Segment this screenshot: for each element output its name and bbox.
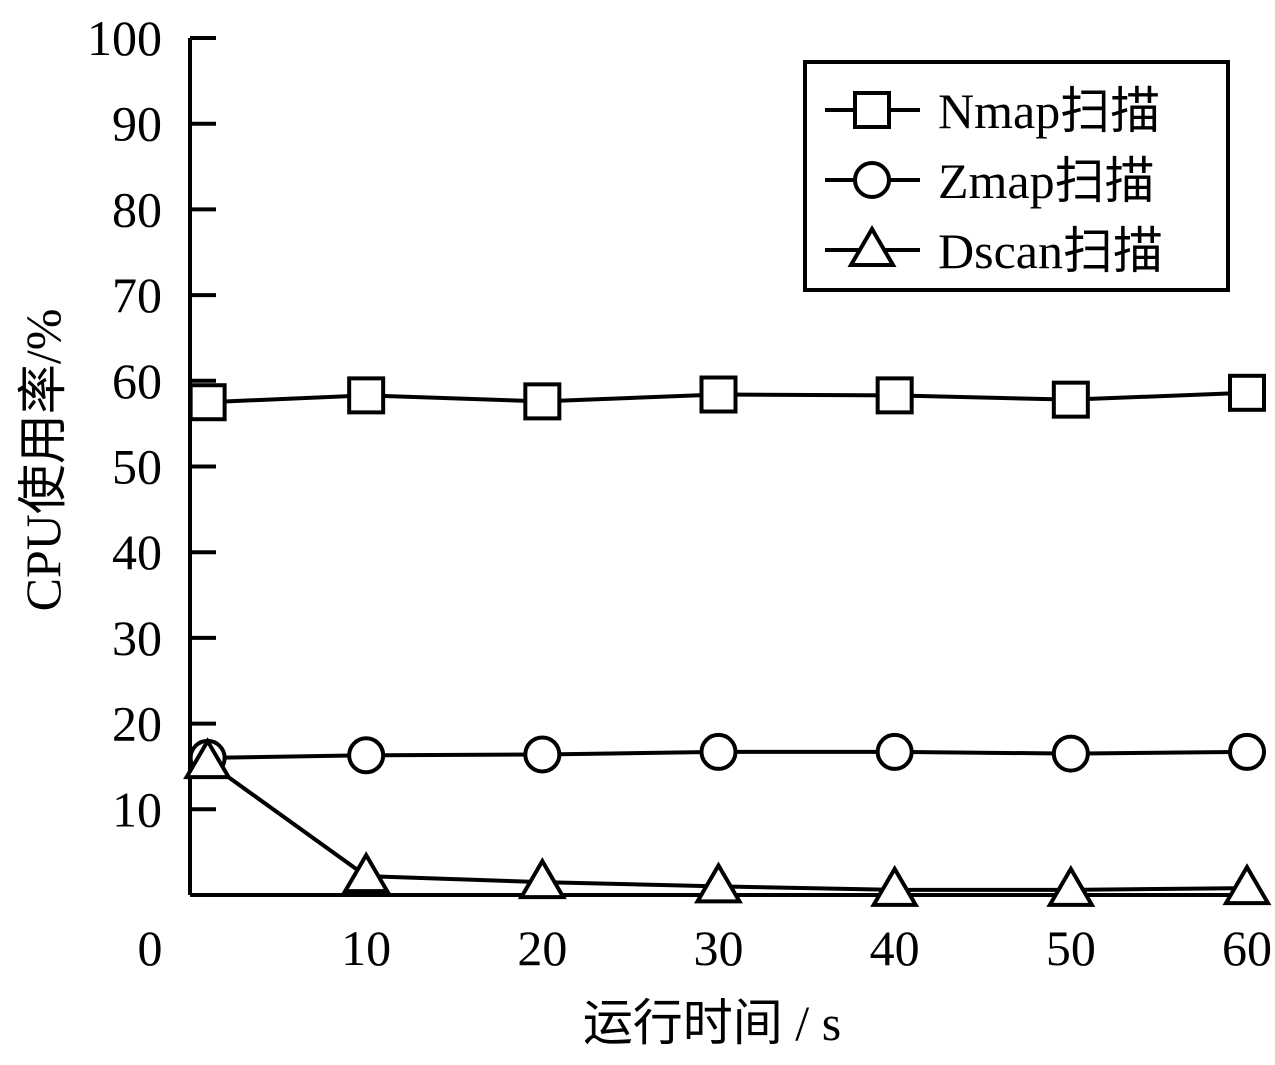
- x-tick-label: 40: [870, 920, 920, 976]
- legend-marker-triangle: [847, 225, 897, 267]
- data-point-triangle: [517, 857, 567, 900]
- series-layer: [183, 373, 1272, 907]
- data-point-square: [1228, 373, 1266, 412]
- legend-marker-square: [853, 91, 891, 129]
- y-tick-label: 10: [112, 781, 162, 837]
- data-point-square: [875, 376, 914, 415]
- data-point-square: [523, 382, 562, 421]
- data-point-circle: [1228, 732, 1266, 771]
- y-tick-label: 90: [112, 96, 162, 152]
- x-tick-label: 0: [138, 920, 163, 976]
- legend-marker-circle: [853, 161, 891, 199]
- data-point-circle: [699, 732, 738, 771]
- data-point-circle: [347, 736, 386, 775]
- y-tick-label: 50: [112, 439, 162, 495]
- data-point-square: [1051, 380, 1090, 419]
- legend-label: Zmap扫描: [938, 153, 1155, 209]
- data-point-circle: [875, 732, 914, 771]
- y-tick-label: 40: [112, 524, 162, 580]
- legend: Nmap扫描 Zmap扫描 Dscan扫描: [803, 60, 1230, 292]
- series-square: [188, 373, 1266, 422]
- x-tick-label: 50: [1046, 920, 1096, 976]
- y-tick-label: 100: [87, 10, 162, 66]
- series-circle: [188, 732, 1266, 777]
- y-tick-label: 20: [112, 696, 162, 752]
- y-tick-label: 70: [112, 267, 162, 323]
- y-tick-label: 60: [112, 353, 162, 409]
- x-tick-label: 10: [341, 920, 391, 976]
- data-point-triangle: [694, 861, 743, 904]
- y-axis-title: CPU使用率/%: [15, 309, 71, 612]
- data-point-circle: [1051, 734, 1090, 773]
- data-point-square: [699, 375, 738, 414]
- data-point-triangle: [870, 864, 920, 907]
- data-point-triangle: [341, 851, 391, 894]
- x-axis-title: 运行时间 / s: [583, 995, 841, 1051]
- x-tick-label: 30: [694, 920, 744, 976]
- legend-label: Nmap扫描: [938, 83, 1160, 139]
- data-point-triangle: [1222, 863, 1272, 906]
- data-point-square: [347, 376, 386, 415]
- y-tick-label: 30: [112, 610, 162, 666]
- x-tick-label: 60: [1222, 920, 1272, 976]
- legend-label: Dscan扫描: [938, 223, 1163, 279]
- axes: 10 20 30 40 50 60 70 80 90 100 0 10 20 30 40 50 60 运行时间 /…: [15, 10, 1272, 1051]
- series-triangle: [183, 737, 1272, 907]
- x-tick-label: 20: [517, 920, 567, 976]
- y-tick-label: 80: [112, 181, 162, 237]
- data-point-circle: [523, 735, 562, 774]
- data-point-square: [188, 383, 227, 422]
- data-point-triangle: [1046, 864, 1096, 907]
- data-point-triangle: [183, 737, 233, 780]
